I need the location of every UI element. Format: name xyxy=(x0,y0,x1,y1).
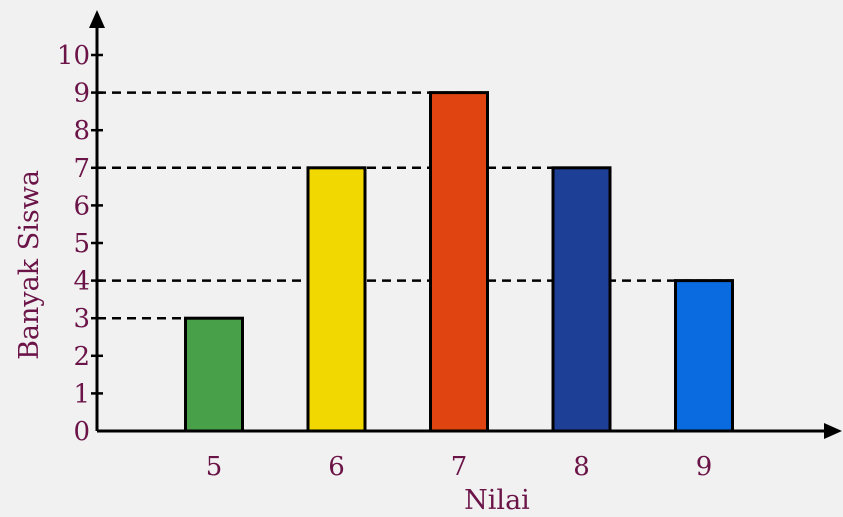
bar-6 xyxy=(306,166,367,433)
y-tick-label-9: 9 xyxy=(73,79,90,109)
bar-5 xyxy=(184,316,244,433)
y-tick-label-2: 2 xyxy=(73,342,90,372)
x-tick-label-9: 9 xyxy=(696,452,713,482)
y-tick-label-6: 6 xyxy=(73,191,90,221)
y-tick-label-8: 8 xyxy=(73,116,90,146)
bar-8 xyxy=(551,166,612,433)
x-ticks: 5 6 7 8 9 xyxy=(206,452,713,482)
bar-7 xyxy=(429,91,489,433)
bar-9 xyxy=(674,279,734,433)
y-tick-label-10: 10 xyxy=(57,41,90,71)
y-ticks: 0 1 2 3 4 5 6 7 8 9 10 xyxy=(57,41,103,447)
y-tick-label-0: 0 xyxy=(73,417,90,447)
y-tick-label-7: 7 xyxy=(73,154,90,184)
x-tick-label-5: 5 xyxy=(206,452,223,482)
x-tick-label-6: 6 xyxy=(328,452,345,482)
x-axis-arrow xyxy=(824,423,842,439)
y-tick-label-4: 4 xyxy=(73,267,90,297)
x-tick-label-7: 7 xyxy=(451,452,468,482)
y-tick-label-3: 3 xyxy=(73,304,90,334)
y-tick-label-1: 1 xyxy=(73,379,90,409)
x-tick-label-8: 8 xyxy=(573,452,590,482)
y-axis-arrow xyxy=(89,10,105,28)
y-axis-title: Banyak Siswa xyxy=(14,170,45,360)
x-axis-title: Nilai xyxy=(464,485,530,516)
y-tick-label-5: 5 xyxy=(73,229,90,259)
